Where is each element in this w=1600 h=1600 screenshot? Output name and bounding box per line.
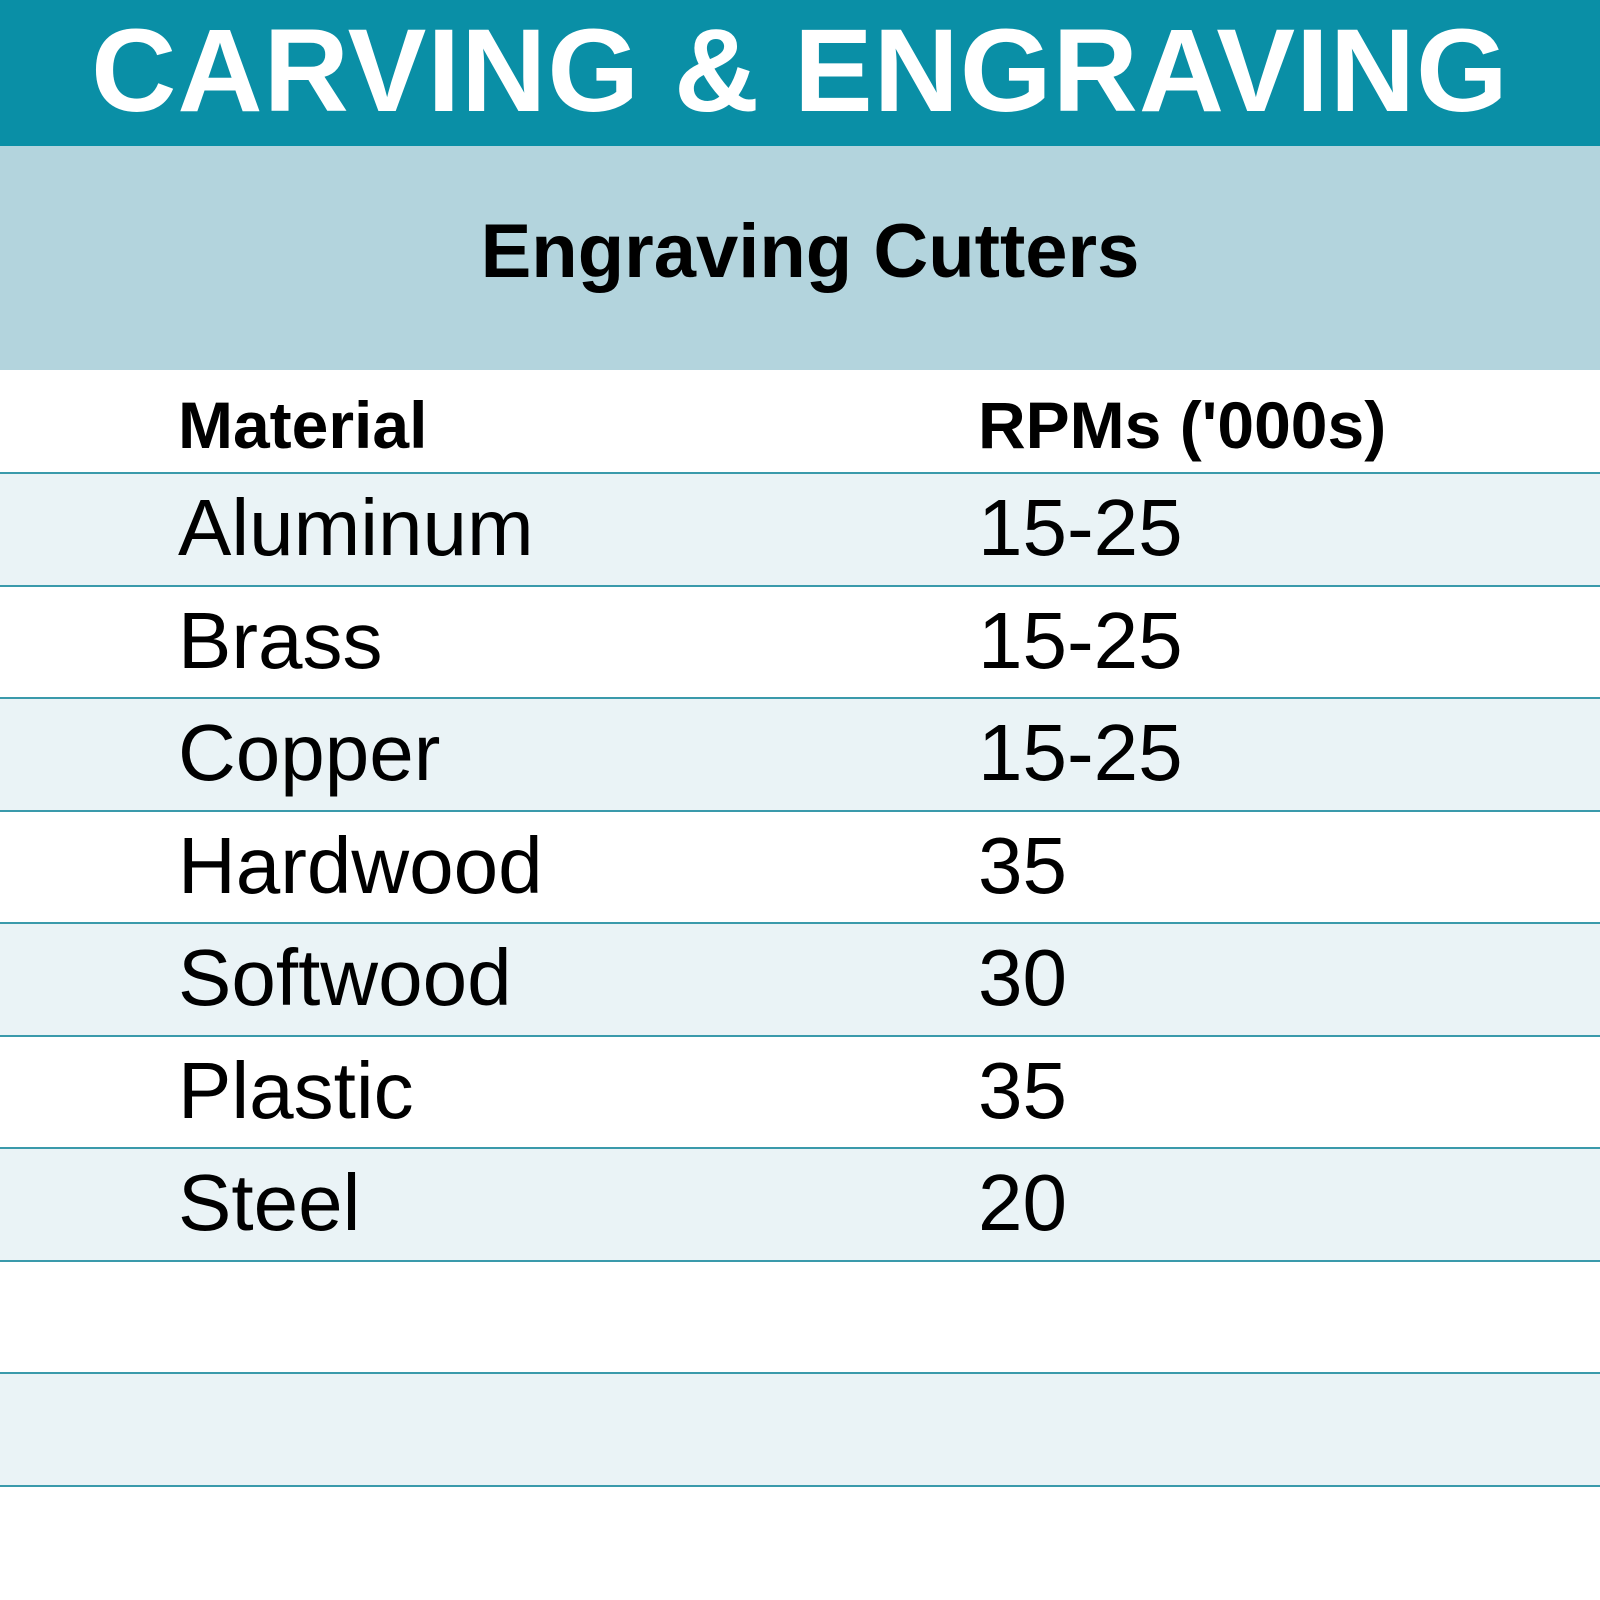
cell-material: Hardwood xyxy=(178,820,543,910)
table-row: Aluminum 15-25 xyxy=(0,474,1600,587)
table-header-row: Material RPMs ('000s) xyxy=(0,370,1600,474)
empty-table-row xyxy=(0,1261,1600,1374)
cell-material: Steel xyxy=(178,1158,361,1247)
title-banner: CARVING & ENGRAVING xyxy=(0,0,1600,146)
subtitle-banner: Engraving Cutters xyxy=(0,146,1600,370)
table-row: Copper 15-25 xyxy=(0,699,1600,812)
cell-material: Brass xyxy=(178,595,383,685)
cell-rpm: 20 xyxy=(978,1158,1067,1247)
table-row: Brass 15-25 xyxy=(0,586,1600,699)
cell-rpm: 35 xyxy=(978,1045,1067,1135)
header-rpm: RPMs ('000s) xyxy=(978,388,1387,462)
table-subtitle: Engraving Cutters xyxy=(480,209,1140,294)
cell-rpm: 15-25 xyxy=(978,708,1183,797)
empty-table-row xyxy=(0,1374,1600,1487)
table-row: Plastic 35 xyxy=(0,1036,1600,1149)
table-row: Hardwood 35 xyxy=(0,811,1600,924)
cell-rpm: 30 xyxy=(978,933,1067,1022)
cell-rpm: 15-25 xyxy=(978,483,1183,572)
cell-material: Plastic xyxy=(178,1045,414,1135)
header-material: Material xyxy=(178,388,428,462)
cell-material: Softwood xyxy=(178,933,512,1022)
cell-material: Copper xyxy=(178,708,441,797)
table-row: Softwood 30 xyxy=(0,924,1600,1037)
table-row: Steel 20 xyxy=(0,1149,1600,1262)
cell-rpm: 15-25 xyxy=(978,595,1183,685)
page-title: CARVING & ENGRAVING xyxy=(91,5,1509,137)
cell-rpm: 35 xyxy=(978,820,1067,910)
cell-material: Aluminum xyxy=(178,483,534,572)
